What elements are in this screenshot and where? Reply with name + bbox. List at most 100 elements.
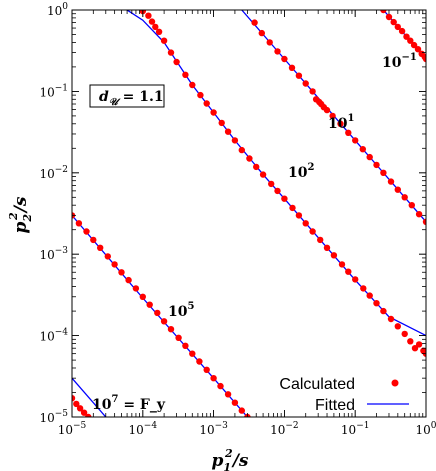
calculated-point	[85, 413, 92, 417]
calculated-point	[197, 91, 204, 99]
x-tick-label: 10−3	[199, 421, 228, 437]
calculated-point	[352, 276, 359, 283]
calculated-point	[196, 358, 203, 365]
calculated-point	[266, 39, 273, 46]
calculated-point	[330, 252, 338, 259]
x-tick-label: 10−5	[58, 421, 87, 437]
calculated-point	[288, 64, 296, 72]
calculated-point	[414, 46, 422, 53]
calculated-point	[231, 137, 239, 144]
calculated-point	[217, 382, 224, 390]
calculated-point	[246, 155, 253, 162]
calculated-point	[380, 307, 387, 315]
calculated-point	[385, 13, 393, 21]
calculated-point	[366, 292, 373, 299]
calculated-point	[182, 342, 189, 349]
calculated-point	[203, 366, 210, 373]
tick-labels: 10−5 10−4 10−3 10−2 10−1 100 10−5 10−4 10−3 10−2 1…	[39, 2, 436, 437]
calculated-point	[80, 409, 88, 416]
calculated-point	[72, 395, 76, 402]
calculated-point	[360, 285, 367, 292]
calculated-point	[155, 28, 163, 35]
calculated-point	[148, 18, 156, 25]
calculated-point	[238, 407, 245, 414]
calculated-point	[366, 153, 373, 161]
calculated-point	[251, 19, 258, 26]
calculated-point	[238, 146, 245, 154]
calculated-point	[132, 285, 140, 292]
calculated-point	[407, 37, 414, 44]
fitted-line	[72, 377, 107, 417]
x-tick-label: 10−4	[129, 421, 158, 437]
calculated-point	[422, 55, 426, 63]
calculated-point	[203, 100, 210, 107]
legend-label-fitted: Fitted	[315, 397, 355, 414]
curve-0	[380, 10, 426, 63]
calculated-point	[259, 171, 267, 178]
calculated-point	[390, 18, 397, 26]
y-tick-label: 10−1	[39, 83, 68, 99]
calculated-point	[104, 253, 112, 260]
calculated-point	[231, 399, 239, 406]
y-axis-title: p22/s	[7, 196, 34, 233]
calculated-point	[90, 236, 97, 244]
calculated-point	[274, 187, 281, 195]
calculated-point	[173, 58, 180, 66]
calculated-point	[160, 318, 168, 325]
calculated-point	[289, 204, 296, 212]
axis-ticks	[71, 9, 427, 418]
curve-1	[241, 10, 426, 225]
calculated-point	[345, 129, 352, 136]
curve-label: 105	[168, 301, 194, 320]
calculated-point	[295, 212, 303, 219]
legend-label-calculated: Calculated	[279, 376, 355, 393]
curve-4	[72, 377, 107, 417]
calculated-point	[210, 109, 217, 116]
y-tick-label: 10−5	[39, 409, 68, 425]
calculated-point	[75, 220, 83, 227]
calculated-point	[352, 137, 359, 144]
calculated-point	[387, 315, 395, 323]
y-tick-label: 100	[47, 2, 68, 18]
curve-label: 107 = F_y	[92, 394, 166, 413]
calculated-point	[387, 178, 395, 185]
calculated-point	[408, 202, 415, 209]
calculated-point	[380, 10, 387, 14]
calculated-point	[309, 228, 316, 235]
calculated-point	[224, 128, 232, 135]
calculated-point	[76, 405, 84, 412]
calculated-point	[146, 301, 153, 308]
calculated-point	[160, 37, 168, 44]
curve-labels: 10−1 101 102 105 107 = F_y	[92, 52, 417, 413]
calculated-point	[145, 12, 152, 19]
calculated-point	[139, 293, 146, 300]
plot-area	[72, 10, 426, 417]
x-tick-label: 10−1	[341, 421, 370, 437]
calculated-point	[274, 48, 281, 55]
plot-frame	[71, 9, 427, 418]
calculated-point	[407, 338, 414, 345]
calculated-point	[338, 261, 346, 268]
curve-label: 101	[328, 113, 354, 132]
x-axis-title: p12/s	[212, 447, 249, 471]
x-tick-label: 100	[415, 421, 436, 437]
y-tick-label: 10−2	[39, 165, 68, 181]
y-tick-label: 10−3	[39, 246, 68, 262]
calculated-point	[401, 330, 408, 338]
calculated-point	[373, 161, 380, 169]
calculated-point	[373, 300, 380, 307]
calculated-point	[345, 268, 352, 275]
calculated-point	[182, 71, 189, 79]
calculated-point	[323, 244, 331, 251]
calculated-point	[281, 195, 288, 202]
calculated-point	[118, 269, 125, 276]
calculated-point	[309, 88, 316, 95]
calculated-point	[125, 276, 132, 284]
calculated-point	[329, 112, 336, 120]
curve-3	[72, 212, 251, 417]
calculated-point	[152, 23, 159, 31]
calculated-point	[224, 391, 232, 398]
calculated-point	[258, 29, 265, 37]
curve-2	[126, 10, 426, 357]
